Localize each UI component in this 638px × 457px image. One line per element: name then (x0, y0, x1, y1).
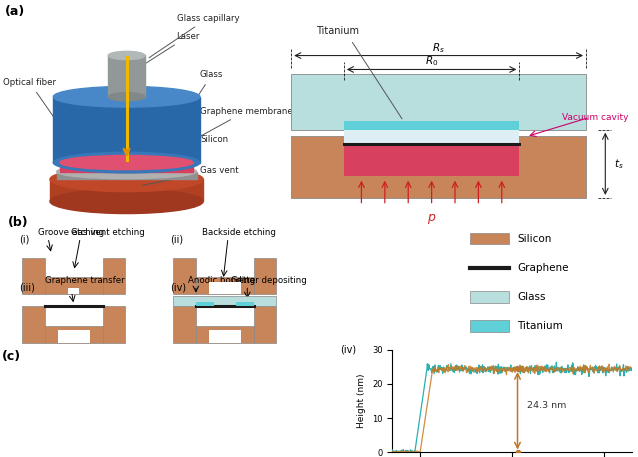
Ellipse shape (108, 51, 145, 59)
Ellipse shape (54, 152, 200, 173)
Text: (b): (b) (8, 216, 29, 229)
Y-axis label: Height (nm): Height (nm) (357, 374, 366, 428)
Text: (ii): (ii) (138, 353, 152, 363)
Bar (209, 282, 241, 294)
Bar (103, 258, 125, 294)
Bar (174, 296, 276, 306)
FancyBboxPatch shape (291, 136, 586, 198)
Bar (174, 306, 196, 342)
Bar (45, 326, 103, 342)
Text: Glass: Glass (178, 70, 223, 127)
Ellipse shape (60, 155, 193, 170)
Text: Graphene: Graphene (517, 263, 569, 273)
Bar (45, 277, 103, 294)
Text: Silicon: Silicon (156, 135, 228, 169)
Text: $R_0$: $R_0$ (425, 54, 438, 68)
Text: Glass: Glass (517, 292, 546, 302)
Text: Glass capillary: Glass capillary (149, 14, 239, 58)
Bar (254, 306, 276, 342)
Text: Optical fiber: Optical fiber (3, 78, 56, 119)
Ellipse shape (108, 93, 145, 101)
Bar (174, 258, 196, 294)
Text: (iii): (iii) (260, 353, 276, 363)
Bar (68, 288, 80, 294)
Text: Gas vent: Gas vent (143, 166, 239, 185)
Text: Sealed
resonator: Sealed resonator (38, 373, 78, 393)
Text: 5 µm: 5 µm (328, 433, 350, 442)
Bar (58, 330, 90, 342)
Bar (60, 163, 193, 172)
Text: (i): (i) (24, 353, 34, 363)
Ellipse shape (57, 165, 197, 179)
Bar (50, 179, 204, 201)
Text: (c): (c) (2, 350, 21, 362)
Ellipse shape (50, 167, 204, 191)
Text: (ii): (ii) (170, 234, 183, 244)
Text: Graphene transfer: Graphene transfer (45, 276, 124, 286)
Bar (470, 233, 509, 244)
Bar (470, 320, 509, 332)
Text: (a): (a) (5, 5, 26, 18)
Text: (i): (i) (19, 234, 29, 244)
FancyBboxPatch shape (344, 121, 519, 130)
Bar (196, 302, 214, 306)
Bar (22, 258, 45, 294)
Bar (22, 306, 45, 342)
Ellipse shape (50, 189, 204, 213)
Bar (470, 291, 509, 303)
Text: (iv): (iv) (339, 345, 356, 355)
Text: $R_s$: $R_s$ (432, 41, 445, 55)
Text: $t_s$: $t_s$ (614, 157, 624, 171)
Text: Silicon: Silicon (517, 234, 552, 244)
Ellipse shape (54, 86, 200, 107)
Text: Titanium: Titanium (316, 26, 359, 36)
Text: Front side
Back side: Front side Back side (169, 378, 211, 398)
FancyBboxPatch shape (344, 130, 519, 143)
Text: (iv): (iv) (170, 282, 186, 292)
Text: Getter depositing: Getter depositing (231, 276, 307, 286)
Bar (57, 172, 197, 179)
Text: Vacuum cavity: Vacuum cavity (561, 113, 628, 122)
Bar (236, 302, 254, 306)
Text: 24.3 nm: 24.3 nm (527, 401, 566, 410)
Bar (196, 277, 254, 294)
Text: Laser: Laser (134, 32, 200, 71)
Bar (254, 258, 276, 294)
Bar (196, 326, 254, 342)
Bar (103, 306, 125, 342)
FancyBboxPatch shape (291, 74, 586, 130)
Text: (iii): (iii) (19, 282, 35, 292)
Text: $p$: $p$ (427, 212, 436, 226)
Bar (209, 330, 241, 342)
Text: Gas vent etching: Gas vent etching (71, 228, 144, 237)
Text: Titanium: Titanium (517, 321, 563, 331)
Text: Anodic bonding: Anodic bonding (188, 276, 255, 286)
Text: Groove etching: Groove etching (38, 228, 105, 237)
Text: Backside etching: Backside etching (202, 228, 276, 237)
Text: Graphene membrane: Graphene membrane (156, 106, 293, 161)
Bar (108, 55, 145, 97)
FancyBboxPatch shape (344, 143, 519, 176)
Bar (54, 97, 200, 163)
